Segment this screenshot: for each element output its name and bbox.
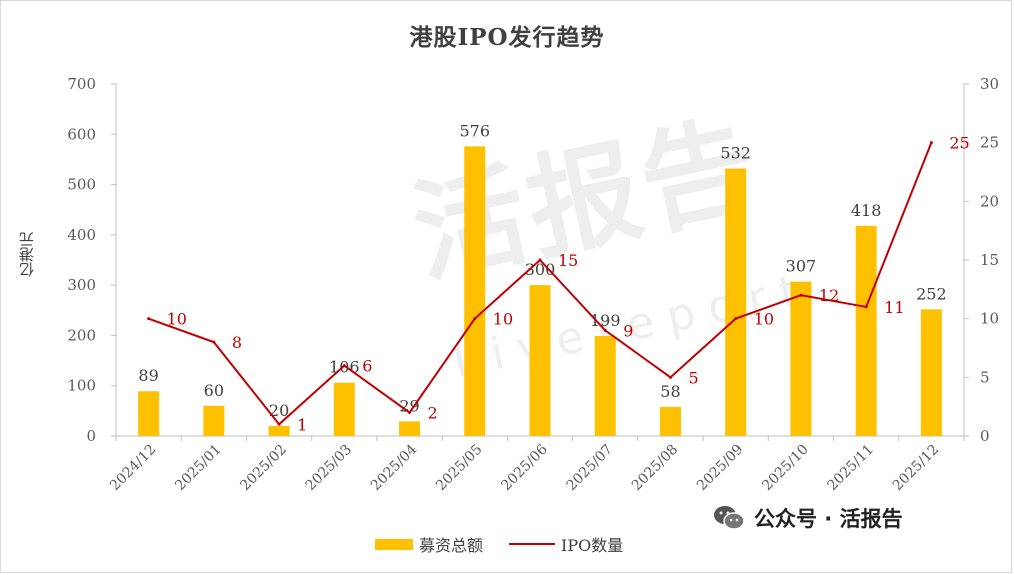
line-point <box>603 328 607 332</box>
line-point <box>342 364 346 368</box>
line-point <box>668 375 672 379</box>
bar-value-label: 199 <box>590 311 621 330</box>
bar-value-label: 307 <box>786 257 817 276</box>
bar <box>268 425 290 436</box>
x-tick-label: 2025/12 <box>890 442 942 494</box>
bar-value-label: 576 <box>459 121 490 140</box>
x-tick-label: 2025/01 <box>172 442 224 494</box>
x-tick-label: 2025/10 <box>759 442 811 494</box>
x-tick-label: 2025/06 <box>498 441 551 494</box>
line-point <box>538 258 542 262</box>
line-value-label: 25 <box>949 134 969 153</box>
y-right-tick-label: 25 <box>980 134 999 152</box>
bar-value-label: 60 <box>204 381 224 400</box>
line-value-label: 12 <box>819 286 839 305</box>
line-point <box>212 340 216 344</box>
bar-value-label: 58 <box>660 382 680 401</box>
bar-value-label: 29 <box>399 396 419 415</box>
bar <box>855 225 877 436</box>
line-value-label: 1 <box>297 415 307 434</box>
line-point <box>473 317 477 321</box>
legend-line-label: IPO数量 <box>561 536 624 555</box>
bar-value-label: 89 <box>138 366 158 385</box>
y-right-tick-label: 30 <box>980 75 999 93</box>
y-right-tick-label: 0 <box>980 427 990 445</box>
line-point <box>408 411 412 415</box>
line-value-label: 11 <box>884 298 904 317</box>
bar <box>659 406 681 436</box>
bar <box>920 309 942 436</box>
y-left-tick-label: 700 <box>67 75 96 93</box>
bar-value-label: 418 <box>851 201 882 220</box>
wechat-icon <box>714 506 745 530</box>
footer-watermark: 公众号 · 活报告 <box>712 503 903 533</box>
y-left-tick-label: 400 <box>67 226 96 244</box>
y-left-tick-label: 600 <box>67 125 96 143</box>
line-point <box>277 422 281 426</box>
x-tick-label: 2025/11 <box>825 442 877 494</box>
chart-title: 港股IPO发行趋势 <box>409 24 605 51</box>
line-value-label: 15 <box>558 251 578 270</box>
line-value-label: 2 <box>428 404 438 423</box>
bar-value-label: 252 <box>916 284 947 303</box>
y-left-tick-label: 0 <box>86 427 96 445</box>
y-right-tick-label: 10 <box>980 310 999 328</box>
y-left-tick-label: 200 <box>67 326 96 344</box>
line-point <box>799 293 803 297</box>
bar-value-label: 532 <box>720 143 751 162</box>
line-value-label: 10 <box>754 310 774 329</box>
bar <box>594 335 616 436</box>
bar <box>790 281 812 436</box>
x-tick-label: 2025/05 <box>433 442 485 494</box>
bar-value-label: 20 <box>269 401 289 420</box>
line-value-label: 8 <box>232 333 242 352</box>
x-tick-label: 2024/12 <box>107 442 159 494</box>
bar <box>399 421 421 436</box>
y-left-tick-label: 500 <box>67 176 96 194</box>
bar-value-label: 300 <box>525 260 556 279</box>
legend: 募资总额 IPO数量 <box>375 532 623 556</box>
bar <box>464 146 486 436</box>
x-tick-label: 2025/09 <box>694 442 746 494</box>
x-tick-label: 2025/02 <box>237 442 289 494</box>
y-left-tick-label: 300 <box>67 276 96 294</box>
y-right-tick-label: 15 <box>980 251 999 269</box>
line-value-label: 10 <box>167 310 187 329</box>
line-value-label: 5 <box>688 368 698 387</box>
bar <box>529 285 551 436</box>
footer-watermark-text: 公众号 · 活报告 <box>754 507 903 531</box>
x-tick-label: 2025/03 <box>303 442 355 494</box>
x-tick-label: 2025/08 <box>629 442 681 494</box>
y-left-tick-label: 100 <box>67 377 96 395</box>
line-point <box>147 317 151 321</box>
bar <box>138 391 160 436</box>
line-point <box>734 317 738 321</box>
bar <box>333 382 355 436</box>
bar <box>725 168 747 437</box>
legend-bar-label: 募资总额 <box>419 536 484 555</box>
x-tick-label: 2025/07 <box>564 442 616 494</box>
line-value-label: 6 <box>362 357 372 376</box>
bar <box>203 405 225 436</box>
y-right-tick-label: 5 <box>980 368 990 386</box>
x-tick-label: 2025/04 <box>368 441 421 494</box>
line-point <box>864 305 868 309</box>
line-value-label: 10 <box>493 310 513 329</box>
line-point <box>929 141 933 145</box>
legend-line-swatch <box>509 543 556 545</box>
legend-bar-swatch <box>375 538 413 550</box>
line-value-label: 9 <box>623 321 633 340</box>
y-right-tick-label: 20 <box>980 192 999 210</box>
